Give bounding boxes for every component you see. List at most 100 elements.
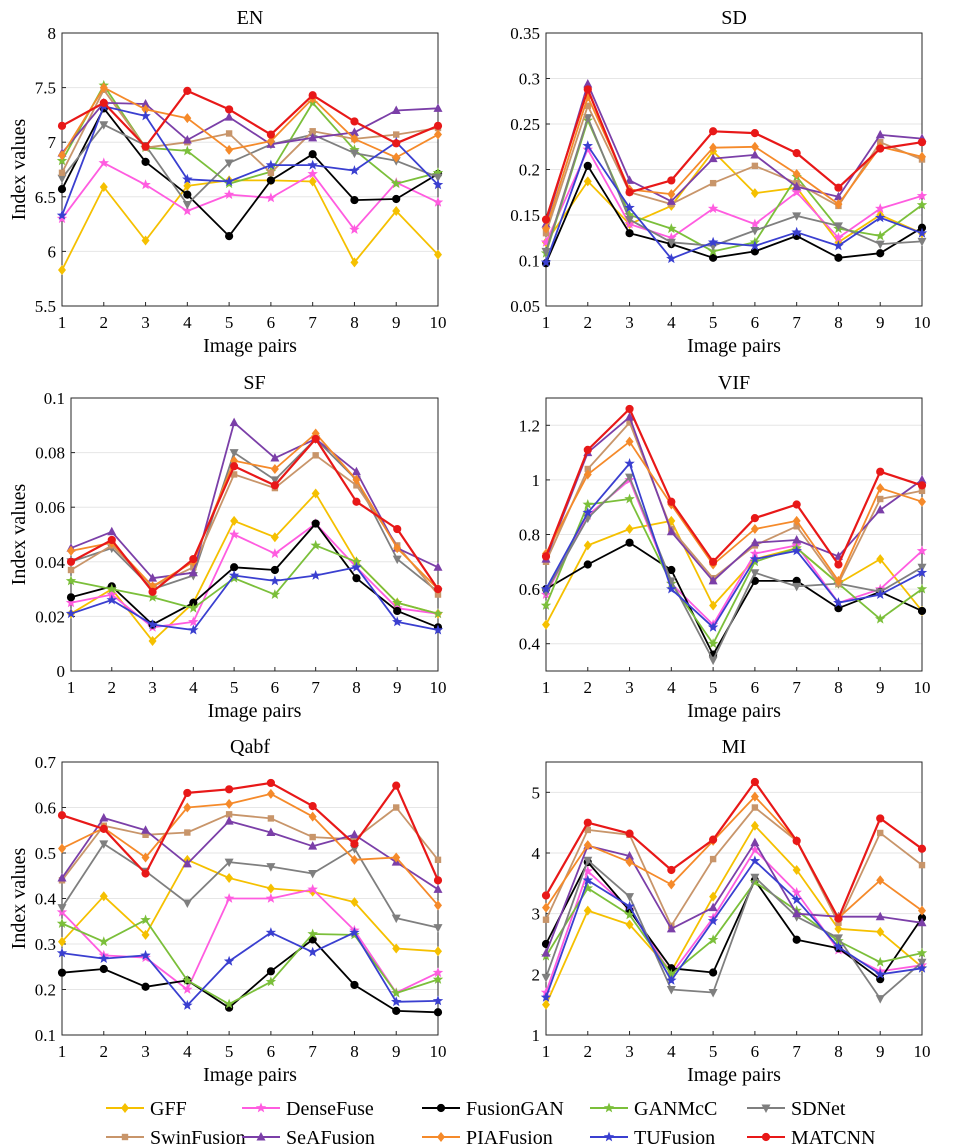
data-point-swinfusion — [351, 836, 358, 843]
data-point-densefuse — [265, 893, 277, 903]
series-line-tufusion — [70, 566, 439, 631]
y-tick-label: 0 — [57, 662, 66, 681]
series-line-tufusion — [61, 105, 439, 216]
data-point-gff — [350, 257, 359, 268]
data-point-matcnn — [792, 149, 801, 158]
data-point-densefuse — [875, 203, 886, 214]
data-point-tufusion — [624, 458, 635, 468]
data-point-gff — [434, 946, 442, 957]
data-point-densefuse — [182, 205, 193, 216]
data-point-gff — [58, 264, 66, 275]
data-point-ganmcc — [432, 974, 444, 984]
data-point-tufusion — [707, 915, 719, 926]
data-point-matcnn — [183, 788, 192, 798]
data-point-swinfusion — [267, 169, 275, 176]
legend-label: TUFusion — [634, 1127, 715, 1148]
data-point-swinfusion — [184, 829, 191, 836]
data-point-tufusion — [707, 621, 719, 632]
x-tick-label: 1 — [542, 313, 551, 332]
x-axis-label: Image pairs — [687, 335, 781, 357]
data-point-tufusion — [666, 583, 677, 594]
y-tick-label: 8 — [48, 24, 57, 43]
y-tick-label: 0.35 — [510, 24, 540, 43]
data-point-gff — [750, 820, 759, 831]
data-point-tufusion — [182, 999, 193, 1010]
data-point-matcnn — [141, 142, 150, 151]
data-point-piafusion — [270, 463, 279, 474]
data-point-tufusion — [666, 974, 677, 985]
data-point-sdnet — [875, 240, 885, 250]
y-tick-label: 2 — [532, 965, 541, 984]
data-point-seafusion — [541, 948, 551, 957]
data-point-swinfusion — [434, 856, 442, 864]
data-point-piafusion — [58, 150, 66, 161]
data-point-gff — [183, 180, 192, 191]
y-tick-label: 0.02 — [35, 607, 65, 626]
data-point-tufusion — [749, 855, 761, 866]
data-point-tufusion — [432, 624, 444, 635]
data-point-seafusion — [625, 412, 635, 421]
data-point-piafusion — [876, 875, 885, 886]
chart-title: VIF — [718, 372, 750, 394]
data-point-matcnn — [308, 802, 317, 811]
data-point-gff — [141, 929, 150, 940]
data-point-seafusion — [917, 474, 927, 484]
x-tick-label: 4 — [189, 678, 198, 697]
x-tick-label: 7 — [311, 678, 320, 697]
data-point-gff — [99, 891, 108, 902]
data-point-sdnet — [99, 121, 109, 130]
legend-marker — [255, 1102, 267, 1113]
data-point-sdnet — [833, 934, 843, 943]
x-tick-label: 9 — [393, 678, 402, 697]
x-tick-label: 8 — [834, 1042, 843, 1061]
data-point-tufusion — [140, 110, 151, 121]
data-point-seafusion — [750, 537, 760, 547]
data-point-swinfusion — [751, 804, 759, 811]
data-point-densefuse — [98, 157, 109, 168]
legend-label: GFF — [150, 1098, 187, 1120]
data-point-densefuse — [65, 597, 77, 608]
series-line-gff — [61, 858, 439, 953]
data-point-fusiongan — [141, 157, 150, 166]
data-point-seafusion — [433, 103, 443, 112]
data-point-fusiongan — [834, 253, 843, 262]
data-point-seafusion — [57, 873, 67, 882]
x-tick-label: 2 — [584, 678, 593, 697]
x-tick-label: 5 — [225, 1042, 234, 1061]
data-point-tufusion — [265, 927, 277, 938]
data-point-matcnn — [750, 514, 759, 523]
data-point-densefuse — [916, 545, 928, 556]
data-point-ganmcc — [392, 597, 403, 608]
data-point-piafusion — [350, 133, 359, 144]
data-point-seafusion — [833, 191, 843, 201]
data-point-swinfusion — [267, 815, 275, 822]
data-point-matcnn — [392, 781, 401, 790]
x-tick-label: 10 — [914, 313, 931, 332]
y-tick-label: 0.8 — [519, 526, 540, 545]
data-point-sdnet — [625, 473, 635, 483]
data-point-ganmcc — [182, 974, 193, 985]
data-point-matcnn — [876, 467, 885, 476]
data-point-seafusion — [182, 135, 192, 144]
data-point-matcnn — [625, 829, 634, 838]
data-point-seafusion — [708, 902, 718, 912]
data-point-tufusion — [223, 955, 235, 966]
x-tick-label: 4 — [667, 1042, 676, 1061]
data-point-ganmcc — [307, 928, 318, 939]
x-tick-label: 9 — [876, 678, 885, 697]
data-point-densefuse — [916, 190, 928, 201]
x-tick-label: 8 — [350, 1042, 359, 1061]
data-point-seafusion — [792, 181, 802, 191]
y-tick-label: 0.1 — [519, 252, 540, 271]
data-point-ganmcc — [98, 936, 109, 947]
y-tick-label: 0.08 — [35, 444, 65, 463]
data-point-fusiongan — [625, 538, 634, 547]
data-point-swinfusion — [918, 861, 926, 869]
plot-frame — [70, 397, 439, 672]
chart-title: SF — [243, 372, 265, 394]
data-point-fusiongan — [392, 194, 401, 204]
x-tick-label: 10 — [914, 1042, 931, 1061]
data-point-swinfusion — [225, 130, 233, 137]
data-point-sdnet — [792, 582, 802, 592]
